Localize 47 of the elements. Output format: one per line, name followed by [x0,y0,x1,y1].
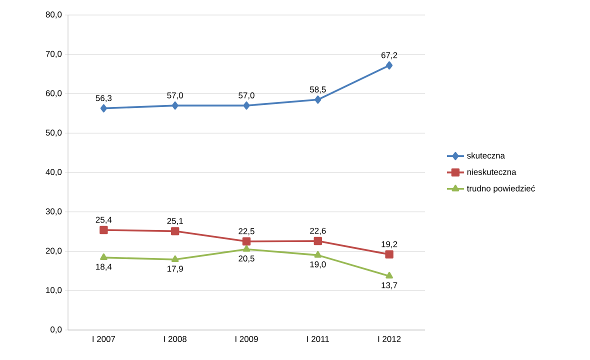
point [386,61,393,70]
legend-label: nieskuteczna [467,168,516,175]
x-tick-label: I 2012 [378,336,401,342]
data-label: 19,2 [382,241,398,248]
data-label: 18,4 [96,264,112,271]
y-tick-label: 40,0 [46,169,62,176]
point [242,237,251,246]
y-tick-label: 60,0 [46,90,62,98]
data-label: 20,5 [238,255,254,262]
data-label: 25,4 [96,216,112,224]
point [242,245,250,252]
y-tick-label: 0,0 [50,326,62,334]
x-tick-label: I 2008 [164,336,186,342]
data-label: 22,5 [238,228,254,236]
data-label: 17,9 [168,266,183,273]
data-label: 25,1 [167,218,183,225]
data-label: 67,2 [382,52,398,60]
legend-label: skuteczna [467,152,505,159]
x-tick-label: I 2011 [307,336,329,342]
y-tick-label: 70,0 [46,50,62,58]
x-tick-label: I 2007 [92,336,116,342]
point [100,253,108,260]
data-label: 19,0 [310,261,326,268]
data-label: 22,6 [310,228,326,235]
point [385,250,394,258]
point [100,104,107,112]
data-label: 58,5 [310,86,326,94]
y-tick-label: 30,0 [46,208,62,216]
point [172,101,178,110]
data-label: 57,0 [238,92,254,100]
y-tick-label: 20,0 [46,248,62,255]
x-tick-label: I 2009 [236,336,258,342]
y-tick-label: 10,0 [46,287,62,294]
data-label: 13,7 [382,282,398,290]
point [314,236,322,246]
point [171,227,180,236]
point [100,226,108,234]
data-label: 56,3 [96,95,112,102]
point [314,96,322,104]
data-label: 57,0 [167,92,184,100]
point [171,255,179,262]
y-tick-label: 50,0 [46,130,62,137]
point [314,251,322,258]
y-tick-label: 80,0 [46,12,62,18]
point [243,101,250,110]
point [386,272,393,279]
legend-label: trudno powiedzieć [466,185,535,194]
